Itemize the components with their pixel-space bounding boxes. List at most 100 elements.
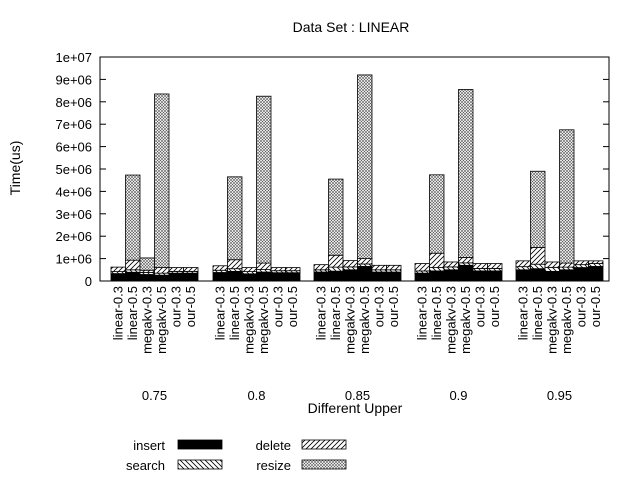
- bar-label: linear-0.3: [515, 286, 530, 340]
- bar-label: linear-0.5: [227, 286, 242, 340]
- y-tick-label: 4e+06: [55, 184, 92, 199]
- bar-segment-insert: [183, 272, 199, 282]
- bar-label: megakv-0.3: [342, 286, 357, 354]
- y-tick-label: 1e+06: [55, 252, 92, 267]
- bar-label: our-0.5: [183, 286, 198, 327]
- bar-segment-insert: [530, 268, 546, 282]
- bar-label: megakv-0.5: [357, 286, 372, 354]
- bar-label: our-0.3: [168, 286, 183, 327]
- bar-segment-delete: [588, 260, 604, 264]
- legend-label-insert: insert: [133, 438, 165, 453]
- bar-segment-insert: [270, 272, 286, 282]
- bar-segment-delete: [573, 260, 589, 266]
- bar-segment-delete: [168, 267, 184, 272]
- y-tick-label: 9e+06: [55, 72, 92, 87]
- bar-segment-delete: [544, 261, 560, 268]
- bar-label: our-0.5: [487, 286, 502, 327]
- bar-segment-search: [515, 266, 531, 271]
- bar-label: our-0.3: [472, 286, 487, 327]
- bar-segment-delete: [227, 259, 243, 270]
- bar-label: our-0.3: [573, 286, 588, 327]
- legend-label-resize: resize: [256, 458, 291, 473]
- bar-label: linear-0.5: [429, 286, 444, 340]
- bar-segment-delete: [125, 259, 141, 271]
- bar-segment-delete: [270, 267, 286, 272]
- bar-segment-delete: [458, 257, 474, 264]
- x-axis-label: Different Upper: [308, 400, 403, 416]
- bar-segment-delete: [241, 267, 257, 272]
- bar-segment-delete: [212, 265, 228, 271]
- bar-segment-insert: [313, 271, 329, 282]
- bar-segment-delete: [328, 254, 344, 268]
- bar-segment-delete: [285, 267, 301, 272]
- bar-segment-insert: [458, 264, 474, 282]
- y-tick-label: 3e+06: [55, 207, 92, 222]
- y-tick-label: 6e+06: [55, 140, 92, 155]
- bar-segment-insert: [559, 269, 575, 282]
- bar-label: megakv-0.3: [139, 286, 154, 354]
- bar-label: linear-0.5: [530, 286, 545, 340]
- bar-segment-delete: [386, 264, 402, 271]
- legend-swatch-search: [177, 459, 223, 470]
- bar-segment-delete: [154, 267, 170, 274]
- bar-segment-search: [588, 263, 604, 267]
- bar-segment-search: [573, 264, 589, 268]
- bar-segment-delete: [357, 258, 373, 265]
- bar-segment-insert: [139, 274, 155, 282]
- bar-segment-resize: [530, 170, 546, 248]
- bar-segment-insert: [357, 266, 373, 282]
- bar-segment-delete: [342, 260, 358, 268]
- bar-segment-insert: [429, 270, 445, 282]
- bar-segment-insert: [544, 270, 560, 282]
- y-tick-label: 0: [85, 274, 92, 289]
- bar-segment-resize: [125, 174, 141, 261]
- bar-segment-delete: [371, 264, 387, 271]
- bar-label: linear-0.5: [125, 286, 140, 340]
- legend-swatch-insert: [177, 439, 223, 450]
- bar-label: linear-0.3: [212, 286, 227, 340]
- legend-swatch-resize: [301, 459, 347, 470]
- bar-label: megakv-0.3: [241, 286, 256, 354]
- bar-label: linear-0.3: [110, 286, 125, 340]
- group-label: 0.9: [449, 388, 467, 403]
- bar-segment-insert: [342, 269, 358, 282]
- y-tick-label: 7e+06: [55, 117, 92, 132]
- y-tick-label: 2e+06: [55, 229, 92, 244]
- bar-segment-delete: [487, 263, 503, 269]
- bar-segment-search: [227, 268, 243, 272]
- y-axis-label: Time(us): [7, 141, 23, 196]
- bar-segment-delete: [429, 252, 445, 268]
- bar-label: megakv-0.5: [559, 286, 574, 354]
- bar-segment-delete: [313, 264, 329, 271]
- chart-title: Data Set : LINEAR: [293, 19, 410, 35]
- bar-label: linear-0.3: [313, 286, 328, 340]
- bar-segment-search: [328, 266, 344, 272]
- bar-segment-insert: [227, 270, 243, 282]
- bar-segment-insert: [472, 270, 488, 282]
- bar-label: megakv-0.3: [544, 286, 559, 354]
- bar-segment-insert: [256, 271, 272, 282]
- bar-segment-insert: [371, 271, 387, 282]
- bar-segment-delete: [443, 261, 459, 268]
- group-label: 0.85: [345, 388, 370, 403]
- bar-segment-resize: [256, 95, 272, 264]
- bar-segment-delete: [530, 246, 546, 265]
- bar-segment-delete: [110, 266, 126, 272]
- bar-segment-insert: [212, 272, 228, 282]
- bar-segment-insert: [386, 271, 402, 282]
- bar-label: megakv-0.5: [154, 286, 169, 354]
- bar-segment-insert: [487, 270, 503, 282]
- bar-segment-resize: [139, 257, 155, 271]
- legend-label-search: search: [126, 458, 165, 473]
- y-tick-label: 1e+07: [55, 50, 92, 65]
- bar-label: our-0.3: [270, 286, 285, 327]
- bar-label: linear-0.5: [328, 286, 343, 340]
- bar-segment-resize: [559, 129, 575, 264]
- bar-label: our-0.5: [588, 286, 603, 327]
- bar-segment-delete: [183, 267, 199, 272]
- bar-segment-resize: [429, 174, 445, 254]
- bar-segment-insert: [285, 272, 301, 282]
- bar-segment-resize: [328, 178, 344, 256]
- bar-segment-insert: [125, 271, 141, 282]
